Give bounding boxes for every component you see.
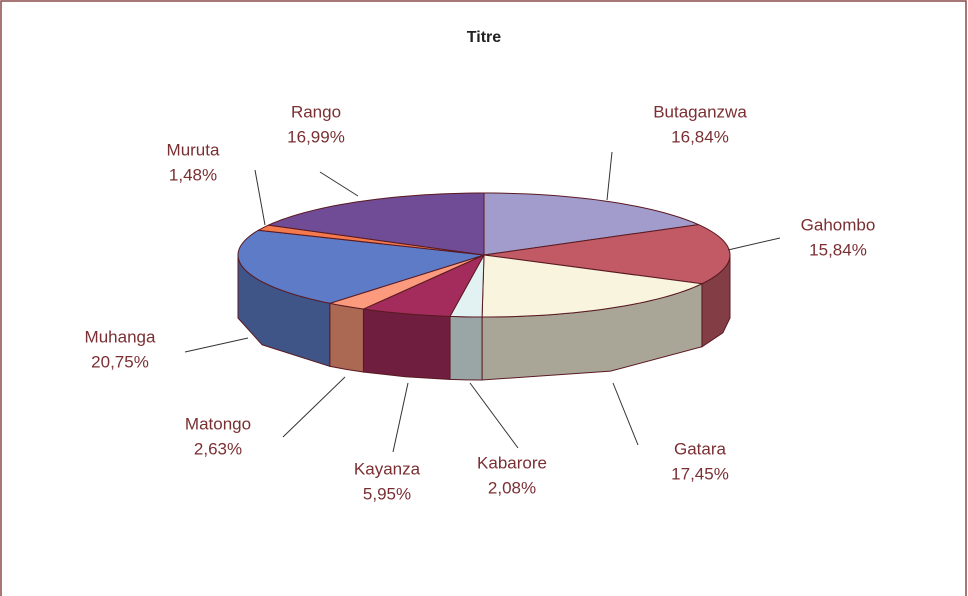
leader-line <box>606 151 613 201</box>
value-label: 2,08% <box>488 478 536 497</box>
labels: Butaganzwa 16,84% Gahombo 15,84% Gatara 17,45… <box>85 102 876 503</box>
leader-line <box>612 382 639 446</box>
category-label: Kabarore <box>477 453 547 472</box>
value-label: 16,99% <box>287 127 345 146</box>
pie-slice <box>481 254 704 318</box>
chart-title: Titre <box>467 29 501 46</box>
value-label: 1,48% <box>169 165 217 184</box>
value-label: 2,63% <box>194 439 242 458</box>
pie-slice <box>329 254 485 310</box>
pie-sides <box>237 254 731 381</box>
value-label: 16,84% <box>671 127 729 146</box>
category-label: Gahombo <box>801 215 876 234</box>
category-label: Matongo <box>185 414 251 433</box>
leader-line <box>469 382 519 449</box>
category-label: Butaganzwa <box>653 102 747 121</box>
pie-side <box>329 302 364 373</box>
leader-line <box>254 169 266 226</box>
category-label: Kayanza <box>354 459 421 478</box>
pie-slice <box>361 253 486 317</box>
pie-side <box>449 315 483 381</box>
value-label: 5,95% <box>363 484 411 503</box>
value-label: 17,45% <box>671 464 729 483</box>
pie-tops <box>237 192 731 318</box>
pie-slice <box>483 224 731 285</box>
pie-slice <box>266 192 485 256</box>
pie-slice <box>483 192 701 256</box>
leader-line <box>727 237 781 251</box>
leader-line <box>184 337 249 353</box>
leader-line <box>319 171 359 197</box>
pie-side <box>362 308 451 380</box>
category-label: Rango <box>291 102 341 121</box>
value-label: 20,75% <box>91 352 149 371</box>
value-label: 15,84% <box>809 240 867 259</box>
category-label: Muruta <box>167 140 220 159</box>
leader-line <box>392 382 409 453</box>
leader-line <box>282 376 346 438</box>
category-label: Muhanga <box>85 327 156 346</box>
category-label: Gatara <box>674 439 727 458</box>
